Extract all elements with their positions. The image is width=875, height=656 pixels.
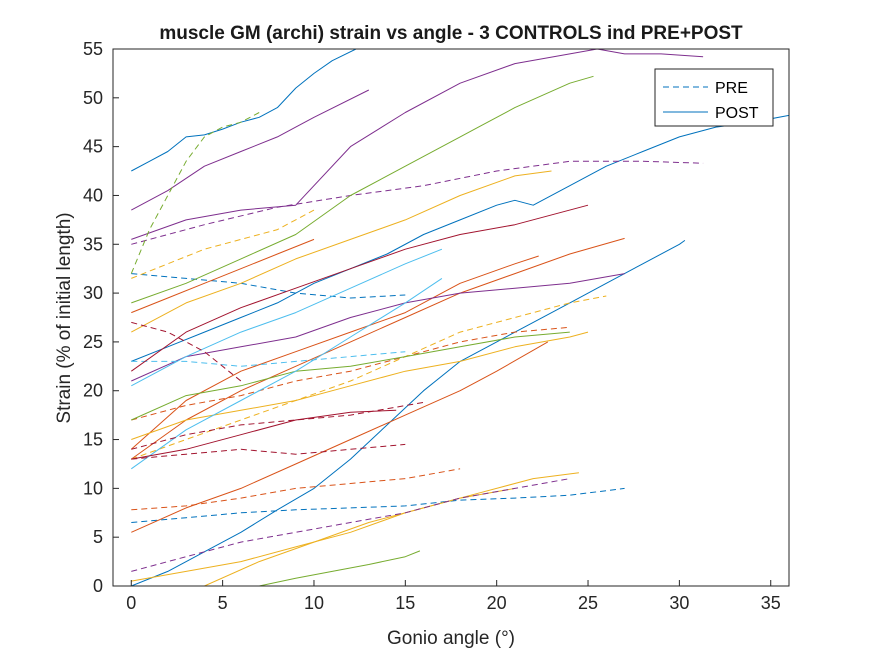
- x-tick-label: 30: [669, 593, 689, 613]
- series-line-5: [131, 273, 406, 299]
- series-line-9: [131, 238, 315, 314]
- series-line-24: [131, 331, 570, 421]
- x-tick-label: 15: [395, 593, 415, 613]
- axes-box: [112, 48, 790, 587]
- series-line-4: [131, 487, 625, 523]
- series-line-29: [131, 351, 406, 367]
- y-tick-label: 0: [93, 576, 103, 596]
- series-line-8: [130, 255, 539, 450]
- y-tick-label: 10: [83, 478, 103, 498]
- series-line-28: [131, 248, 443, 387]
- x-tick-label: 25: [578, 593, 598, 613]
- y-tick-label: 40: [83, 185, 103, 205]
- series-line-7: [131, 341, 549, 533]
- y-tick-label: 50: [83, 88, 103, 108]
- series-line-10: [131, 468, 461, 511]
- series-line-18: [131, 89, 370, 211]
- series-line-11: [131, 326, 570, 421]
- y-axis-label: Strain (% of initial length): [54, 212, 75, 423]
- series-line-19: [131, 49, 704, 240]
- series-line-32: [131, 401, 424, 450]
- series-line-6: [131, 237, 625, 460]
- y-tick-label: 20: [83, 381, 103, 401]
- series-line-15: [131, 487, 515, 582]
- series-line-17: [131, 209, 315, 279]
- series-line-22: [131, 478, 570, 572]
- y-tick-label: 25: [83, 332, 103, 352]
- y-tick-label: 15: [83, 430, 103, 450]
- x-tick-label: 0: [126, 593, 136, 613]
- series-line-16: [131, 295, 607, 460]
- series-line-25: [259, 550, 421, 586]
- series-line-14: [204, 472, 579, 586]
- series-line-26: [130, 112, 260, 274]
- x-tick-label: 10: [304, 593, 324, 613]
- series-line-1: [131, 239, 686, 586]
- y-tick-label: 5: [93, 527, 103, 547]
- legend: PRE POST: [654, 68, 774, 127]
- series-line-21: [131, 160, 704, 245]
- series-line-23: [131, 75, 594, 304]
- chart-title: muscle GM (archi) strain vs angle - 3 CO…: [159, 23, 743, 44]
- series-line-12: [131, 170, 552, 333]
- series-line-33: [131, 443, 406, 460]
- series-line-34: [131, 321, 242, 382]
- series-line-27: [131, 277, 443, 470]
- legend-box: [654, 68, 774, 127]
- x-tick-label: 5: [218, 593, 228, 613]
- series-line-31: [131, 409, 397, 460]
- y-tick-label: 45: [83, 137, 103, 157]
- legend-label-pre: PRE: [715, 80, 748, 97]
- series-line-30: [131, 204, 589, 372]
- x-axis-label: Gonio angle (°): [387, 628, 515, 649]
- series-layer: [130, 49, 789, 586]
- y-tick-label: 35: [83, 234, 103, 254]
- ticks-layer: 0 5 10 15 20 25 30 35 0 5 10 15 20 25 30 35 40 45 50 55: [83, 39, 781, 613]
- series-line-20: [131, 273, 625, 382]
- x-tick-label: 20: [487, 593, 507, 613]
- y-tick-label: 55: [83, 39, 103, 59]
- x-tick-label: 35: [761, 593, 781, 613]
- series-line-2: [131, 114, 789, 362]
- y-tick-label: 30: [83, 283, 103, 303]
- legend-label-post: POST: [715, 105, 759, 122]
